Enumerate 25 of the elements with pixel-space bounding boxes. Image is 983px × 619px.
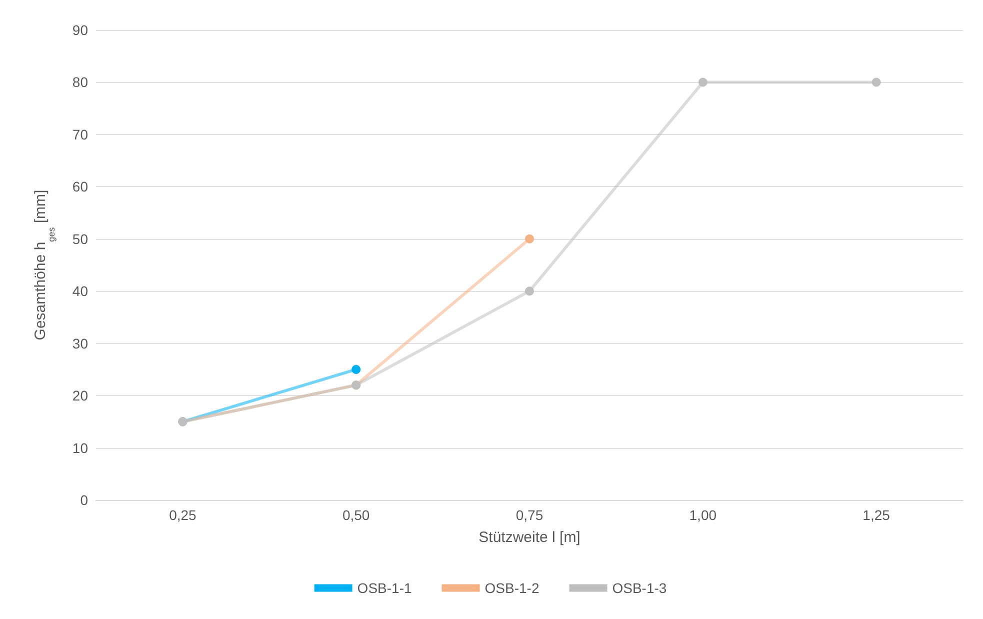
legend-label: OSB-1-3: [612, 580, 667, 596]
x-tick-label: 1,00: [689, 507, 717, 523]
y-tick-label: 80: [72, 74, 88, 90]
y-tick-label: 40: [72, 283, 88, 300]
point: [698, 78, 708, 87]
y-tick-label: 20: [72, 388, 88, 404]
x-tick-label: 1,25: [862, 507, 890, 523]
y-tick-label: 10: [72, 440, 88, 456]
y-tick-label: 30: [72, 335, 88, 352]
point: [525, 234, 534, 244]
legend-label: OSB-1-1: [357, 580, 412, 596]
x-tick-label: 0,50: [342, 507, 370, 523]
point: [352, 364, 361, 374]
x-tick-label: 0,75: [516, 507, 544, 523]
x-tick-label: 0,25: [169, 507, 197, 523]
point: [525, 286, 534, 296]
point: [872, 78, 881, 87]
legend-label: OSB-1-2: [484, 580, 540, 596]
y-tick-label: 60: [72, 178, 88, 195]
y-tick-label: 90: [72, 22, 88, 38]
y-tick-label: 70: [72, 126, 88, 142]
y-tick-label: 0: [80, 492, 88, 508]
y-axis-title: Gesamthöhe hges [mm]: [32, 190, 56, 340]
x-axis-title: Stützweite l [m]: [478, 529, 580, 546]
y-tick-label: 50: [72, 230, 88, 247]
